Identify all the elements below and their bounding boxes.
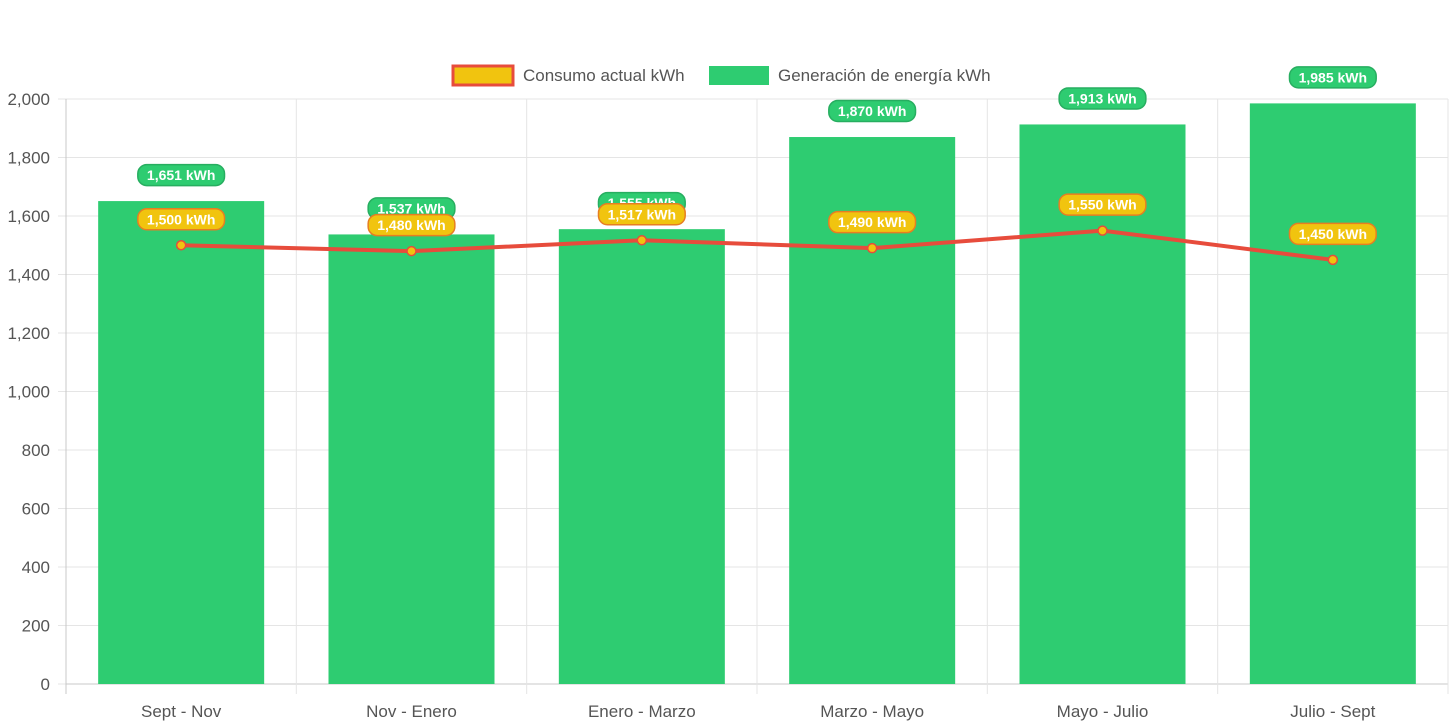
legend-label-consumo: Consumo actual kWh bbox=[523, 66, 685, 85]
bar-data-label-box bbox=[1058, 87, 1147, 110]
bar-data-label: 1,985 kWh bbox=[1288, 66, 1377, 89]
line-point bbox=[866, 242, 878, 254]
line-data-label: 1,450 kWh bbox=[1288, 222, 1377, 246]
bar-data-label: 1,870 kWh bbox=[828, 99, 917, 123]
legend-swatch-generacion bbox=[709, 66, 769, 85]
bar bbox=[328, 234, 495, 685]
legend-label-generacion: Generación de energía kWh bbox=[778, 66, 991, 85]
x-tick-label: Sept - Nov bbox=[141, 702, 222, 721]
x-tick-label: Mayo - Julio bbox=[1057, 702, 1149, 721]
x-tick-label: Marzo - Mayo bbox=[820, 702, 924, 721]
line-point bbox=[1327, 254, 1339, 266]
y-tick-label: 1,000 bbox=[7, 383, 50, 402]
legend-item-consumo[interactable]: Consumo actual kWh bbox=[451, 64, 685, 87]
line-data-label-box bbox=[597, 203, 686, 226]
line-point bbox=[406, 245, 417, 257]
x-tick-label: Julio - Sept bbox=[1290, 702, 1375, 721]
y-tick-label: 1,800 bbox=[7, 149, 50, 168]
line-data-label-box bbox=[367, 213, 456, 237]
y-tick-label: 2,000 bbox=[7, 90, 50, 109]
legend-swatch-consumo bbox=[451, 64, 515, 87]
bar bbox=[558, 229, 725, 684]
line-data-label-text: 1,450 kWh bbox=[1299, 226, 1367, 242]
line-data-label-box bbox=[1058, 193, 1147, 216]
line-data-label-text: 1,480 kWh bbox=[377, 217, 445, 233]
grid bbox=[58, 98, 1449, 694]
line-data-label: 1,550 kWh bbox=[1058, 193, 1147, 216]
line-data-label-text: 1,490 kWh bbox=[838, 214, 906, 230]
line-data-label-text: 1,500 kWh bbox=[147, 211, 215, 227]
bar bbox=[1249, 103, 1416, 684]
bar-series bbox=[98, 103, 1416, 685]
line-point bbox=[175, 240, 187, 251]
bar-data-label-box bbox=[137, 163, 226, 187]
line-data-label-text: 1,550 kWh bbox=[1068, 197, 1136, 213]
line-point bbox=[636, 235, 648, 246]
bar bbox=[1019, 124, 1186, 684]
y-tick-label: 1,200 bbox=[7, 324, 50, 343]
y-tick-label: 1,600 bbox=[7, 207, 50, 226]
y-tick-label: 600 bbox=[22, 500, 50, 519]
legend-item-generacion[interactable]: Generación de energía kWh bbox=[709, 66, 991, 85]
line-data-label-box bbox=[1288, 222, 1377, 246]
y-tick-label: 1,400 bbox=[7, 266, 50, 285]
y-tick-label: 0 bbox=[41, 675, 50, 694]
x-tick-label: Nov - Enero bbox=[366, 702, 457, 721]
x-axis-ticks: Sept - Nov Nov - Enero Enero - Marzo Marzo … bbox=[141, 702, 1376, 721]
y-axis-ticks: 0 200 400 600 800 1,000 1,200 1,400 1,600 1,800 2,… bbox=[7, 90, 50, 694]
y-tick-label: 200 bbox=[22, 617, 50, 636]
line-data-label-box bbox=[137, 208, 226, 231]
bar-data-label-text: 1,651 kWh bbox=[147, 167, 215, 183]
bar-data-label-text: 1,913 kWh bbox=[1068, 90, 1136, 106]
bar-data-label-box bbox=[1288, 66, 1377, 89]
bar bbox=[98, 201, 265, 684]
line-data-label: 1,500 kWh bbox=[137, 208, 226, 231]
bar-data-label: 1,537 kWh bbox=[367, 197, 456, 220]
bar-data-label-box bbox=[828, 99, 917, 123]
line-data-label: 1,480 kWh bbox=[367, 213, 456, 237]
series-line bbox=[179, 228, 1335, 262]
line-data-label: 1,517 kWh bbox=[597, 203, 686, 226]
line-series bbox=[175, 225, 1339, 266]
line-data-label-box bbox=[828, 210, 917, 234]
legend: Consumo actual kWh Generación de energía… bbox=[451, 64, 991, 87]
bar-data-label-text: 1,537 kWh bbox=[377, 200, 445, 216]
bar-data-label-text: 1,870 kWh bbox=[838, 103, 906, 119]
line-point bbox=[1097, 225, 1108, 236]
x-tick-label: Enero - Marzo bbox=[588, 702, 696, 721]
y-tick-label: 800 bbox=[22, 441, 50, 460]
y-tick-label: 400 bbox=[22, 558, 50, 577]
line-data-label: 1,490 kWh bbox=[828, 210, 917, 234]
bar-data-label: 1,913 kWh bbox=[1058, 87, 1147, 110]
bar-data-label: 1,651 kWh bbox=[137, 163, 226, 187]
bar-data-label-text: 1,985 kWh bbox=[1299, 69, 1367, 85]
line-data-label-text: 1,517 kWh bbox=[608, 206, 676, 222]
